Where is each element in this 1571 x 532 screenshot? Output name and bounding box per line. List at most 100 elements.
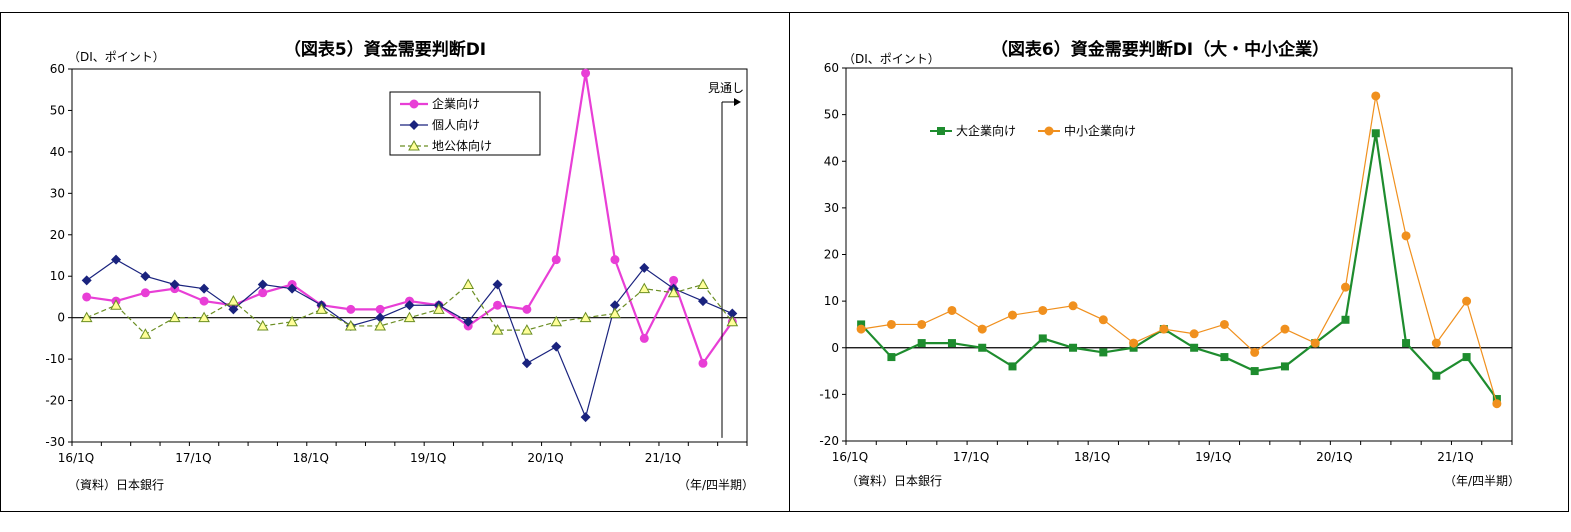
chart5-series-3-point — [667, 286, 680, 298]
chart6-series-2-point — [1431, 338, 1441, 348]
chart6-series-1-point — [1069, 343, 1078, 352]
chart5-series-2-point — [169, 279, 180, 290]
chart5-xtick-label: 18/1Q — [293, 451, 329, 465]
chart5-series-3-point — [227, 295, 240, 306]
chart6-xtick-label: 20/1Q — [1316, 450, 1352, 464]
chart5-legend-marker — [409, 99, 419, 109]
chart5-series-2-point — [199, 283, 210, 294]
chart6-series-2-point — [856, 324, 866, 334]
chart5-ytick-label: 20 — [50, 228, 65, 242]
chart6-series-1-point — [1008, 362, 1017, 371]
chart5-ytick-label: 10 — [50, 269, 65, 283]
chart5-series-3-point — [550, 315, 563, 327]
chart5-series-3-point — [521, 324, 533, 335]
chart5-ytick-label: -30 — [45, 435, 65, 449]
chart5-legend-marker — [409, 120, 419, 130]
chart6-series-2-point — [1492, 399, 1502, 409]
chart5-series-2-point — [111, 254, 122, 265]
chart5-ytick-label: 40 — [50, 145, 65, 159]
chart6-xlabel: （年/四半期） — [1444, 474, 1520, 488]
chart5-xtick-label: 17/1Q — [175, 451, 211, 465]
chart6-series-2-point — [1280, 324, 1290, 334]
chart6-plot: 60 50 40 30 20 10 0 -10 -20 16/1Q 17/1Q 18/1Q 19/1Q 2… — [819, 61, 1513, 464]
outer-frame — [0, 12, 1569, 512]
chart5-ytick-label: 0 — [57, 311, 65, 325]
chart5-series-3-point — [110, 299, 122, 310]
chart5-series-3-point — [139, 328, 152, 339]
chart6-ytick-label: -20 — [819, 434, 839, 448]
chart6-unit-label: （DI、ポイント） — [843, 52, 940, 66]
chart6-ytick-label: 10 — [824, 294, 839, 308]
chart5-series-2-point — [609, 300, 620, 311]
chart6-xtick-label: 19/1Q — [1195, 450, 1231, 464]
chart5-series-2-point — [375, 312, 386, 323]
chart6-series-1-line — [860, 133, 1498, 400]
chart6-series-2-line — [861, 95, 1498, 404]
chart6-series-2-point — [1371, 91, 1381, 101]
chart6-series-1-point — [1462, 353, 1471, 362]
chart6-title: （図表6）資金需要判断DI（大・中小企業） — [991, 39, 1329, 60]
chart5-xtick-label: 19/1Q — [410, 451, 446, 465]
chart6-series-1-point — [1220, 353, 1229, 362]
chart5-series-3-point — [80, 311, 93, 323]
chart5-series-3-point — [168, 311, 181, 323]
chart5-series-1-point — [375, 304, 385, 314]
chart5-series-3-point — [638, 282, 651, 294]
chart5-series-1-point — [258, 288, 268, 298]
chart5-series-3-point — [579, 311, 592, 323]
chart5-series-3-point — [344, 319, 357, 331]
chart5-series-3-point — [286, 315, 298, 327]
chart5-legend-marker — [408, 139, 420, 151]
chart5-series-2-point — [697, 296, 708, 307]
chart6-series-1-point — [857, 320, 866, 329]
chart6-ytick-label: 40 — [824, 154, 839, 168]
chart5-series-1-point — [698, 358, 708, 368]
chart5-ytick-label: 50 — [50, 103, 65, 117]
chart5-series-3-point — [256, 319, 269, 331]
chart6-ytick-label: 20 — [824, 248, 839, 262]
chart5-series-2-point — [140, 271, 151, 282]
chart5-series-3-point — [491, 324, 504, 335]
chart6-series-2-point — [977, 324, 987, 334]
chart6-series-1-point — [1099, 348, 1108, 357]
chart5-series-1-point — [551, 255, 561, 265]
chart6-series-2-point — [1189, 329, 1199, 339]
chart5-series-2-point — [551, 341, 562, 352]
chart5-xtick-label: 16/1Q — [58, 451, 94, 465]
chart5-legend-label: 個人向け — [432, 117, 480, 132]
chart5-series-1-point — [610, 255, 620, 265]
chart6-series-1-point — [1341, 315, 1350, 324]
chart5-series-3-point — [315, 303, 328, 314]
chart6-series-2-point — [1462, 296, 1472, 306]
chart5-series-1-point — [639, 333, 649, 343]
chart5-series-2-point — [404, 300, 415, 311]
chart5-series-1-point — [199, 296, 209, 306]
chart5-series-1-point — [140, 288, 150, 298]
chart5-series-2-point — [521, 358, 532, 369]
chart5-plot-frame — [71, 68, 748, 443]
chart5-series-2-point — [287, 283, 298, 294]
chart5-series-2-point — [257, 279, 268, 290]
chart5-series-1-point — [493, 300, 503, 310]
chart5-legend-label: 地公体向け — [432, 138, 492, 153]
chart6-ytick-label: 60 — [824, 61, 839, 75]
chart6-ytick-label: 30 — [824, 201, 839, 215]
chart6-series-1-point — [1038, 334, 1047, 343]
chart5-series-3-point — [462, 278, 475, 290]
chart5-ytick-label: 60 — [50, 62, 65, 76]
chart5-series-3-point — [726, 315, 739, 327]
chart5-series-2-point — [639, 262, 650, 273]
chart6-xtick-label: 21/1Q — [1437, 450, 1473, 464]
chart6-legend-label: 中小企業向け — [1064, 123, 1136, 138]
chart5-series-1-point — [522, 304, 532, 314]
chart6-ytick-label: 0 — [831, 341, 839, 355]
chart5-title: （図表5）資金需要判断DI — [284, 39, 486, 60]
chart6-source: （資料）日本銀行 — [846, 474, 942, 488]
chart6-legend-label: 大企業向け — [956, 123, 1016, 138]
chart5-series-3-point — [374, 319, 387, 331]
chart5-source: （資料）日本銀行 — [68, 478, 164, 492]
chart6-series-1-point — [1371, 129, 1380, 138]
chart5-series-1-point — [581, 68, 591, 78]
chart6-series-2-point — [947, 305, 957, 315]
